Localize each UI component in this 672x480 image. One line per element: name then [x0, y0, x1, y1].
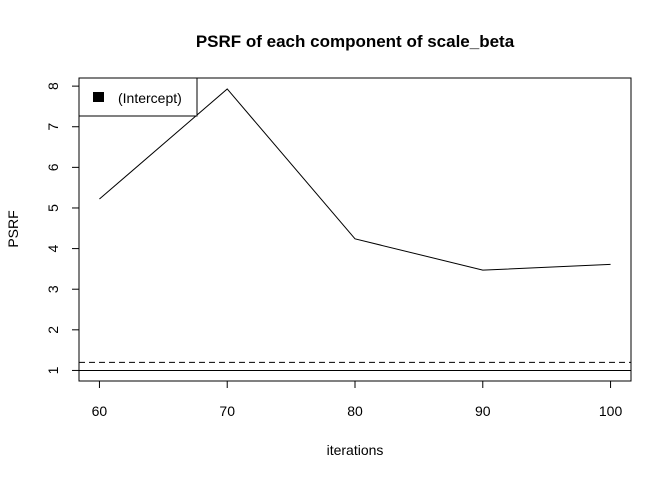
y-axis: 1 2 3 4 5 6 7 8 [45, 82, 80, 374]
y-tick-label: 7 [45, 123, 61, 131]
y-tick-label: 6 [45, 163, 61, 171]
x-axis: 60 70 80 90 100 [92, 380, 623, 419]
x-tick-label: 70 [219, 403, 235, 419]
legend: (Intercept) [78, 77, 198, 117]
x-tick-label: 80 [347, 403, 363, 419]
y-tick-label: 4 [45, 244, 61, 252]
y-tick-label: 2 [45, 326, 61, 334]
reference-lines [79, 361, 631, 371]
legend-label: (Intercept) [118, 90, 182, 106]
y-axis-label: PSRF [5, 210, 21, 247]
x-tick-label: 100 [599, 403, 623, 419]
y-tick-label: 5 [45, 204, 61, 212]
legend-box [78, 77, 198, 117]
x-axis-label: iterations [327, 442, 384, 458]
series-group [99, 88, 611, 271]
x-tick-label: 90 [475, 403, 491, 419]
y-tick-label: 1 [45, 366, 61, 374]
chart-title: PSRF of each component of scale_beta [196, 32, 515, 51]
plot-frame [78, 77, 632, 382]
legend-swatch [93, 92, 104, 102]
y-tick-label: 3 [45, 285, 61, 293]
y-tick-label: 8 [45, 82, 61, 90]
x-tick-label: 60 [92, 403, 108, 419]
series-line-intercept [99, 88, 611, 271]
